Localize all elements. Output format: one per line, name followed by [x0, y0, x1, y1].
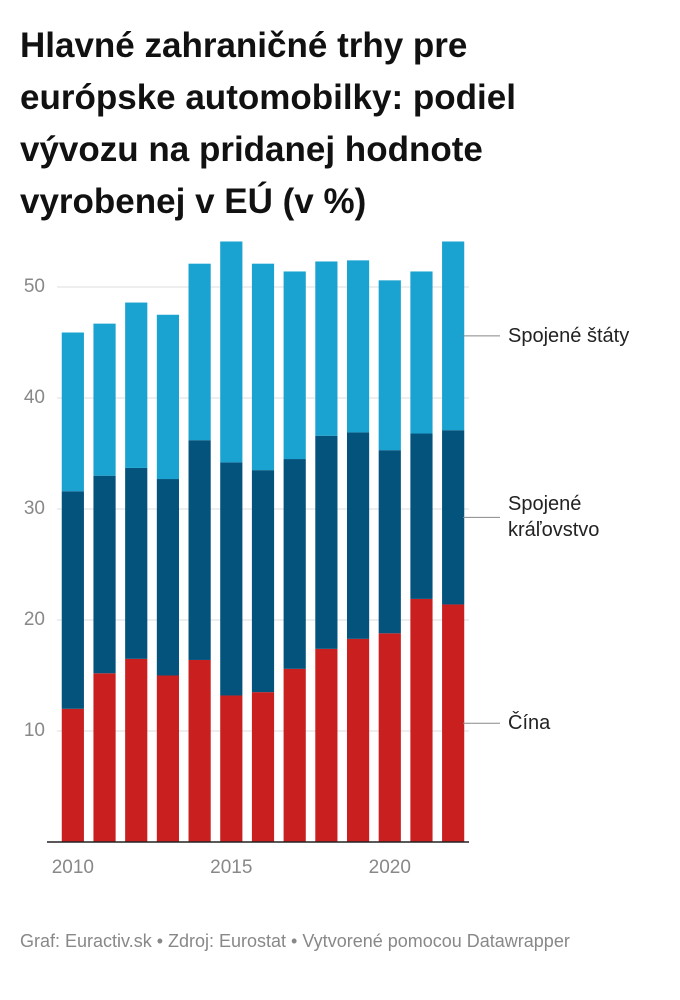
bar-segment: [156, 479, 180, 676]
bar-segment: [125, 302, 148, 468]
bar-segment: [410, 271, 433, 434]
source-note: Graf: Euractiv.sk • Zdroj: Eurostat • Vy…: [20, 931, 570, 951]
bar-segment: [156, 675, 180, 842]
bar-segment: [188, 659, 211, 842]
x-tick-label: 2020: [369, 857, 411, 878]
y-tick-label: 30: [24, 498, 45, 519]
y-tick-label: 50: [24, 276, 45, 297]
x-tick-label: 2010: [52, 857, 94, 878]
bar-segment: [251, 263, 275, 471]
bar-segment: [442, 430, 465, 605]
bar-segment: [315, 435, 338, 649]
bar-segment: [410, 598, 433, 842]
series-label: Spojené kráľovstvo: [508, 493, 600, 542]
x-tick-label: 2015: [210, 857, 252, 878]
bar-segment: [61, 332, 84, 492]
bar-segment: [251, 692, 275, 842]
bar-segment: [156, 314, 180, 480]
bar-segment: [346, 638, 370, 842]
bar-segment: [346, 260, 370, 433]
bar-segment: [125, 467, 148, 659]
series-label: Čína: [508, 712, 551, 735]
bar-segment: [93, 323, 116, 476]
bar-segment: [251, 470, 275, 693]
bar-segment: [378, 633, 401, 842]
series-label: Spojené štáty: [508, 324, 630, 347]
bar-segment: [220, 462, 243, 696]
bar-segment: [93, 673, 116, 842]
chart: 10 20 30 40 50 2010 2015 2020: [24, 241, 500, 878]
bar-segment: [93, 475, 116, 674]
bar-segment: [61, 491, 84, 709]
bar-segment: [220, 241, 243, 463]
y-tick-label: 40: [24, 387, 45, 408]
bar-segment: [61, 708, 84, 842]
bar-segment: [442, 241, 465, 431]
bar-segment: [125, 658, 148, 842]
y-tick-label: 20: [24, 609, 45, 630]
bar-segment: [378, 450, 401, 634]
bar-segment: [220, 695, 243, 842]
bar-segment: [283, 668, 306, 842]
bar-segment: [188, 263, 211, 441]
bar-segment: [378, 280, 401, 451]
bar-segment: [315, 648, 338, 842]
bar-segment: [442, 604, 465, 842]
chart-title: Hlavné zahraničné trhy pre európske auto…: [20, 26, 516, 221]
bar-segment: [283, 459, 306, 669]
bar-segment: [315, 261, 338, 436]
y-tick-label: 10: [24, 720, 45, 741]
bar-segment: [410, 433, 433, 599]
bar-segment: [346, 432, 370, 639]
bar-segment: [188, 440, 211, 660]
bar-segment: [283, 271, 306, 460]
